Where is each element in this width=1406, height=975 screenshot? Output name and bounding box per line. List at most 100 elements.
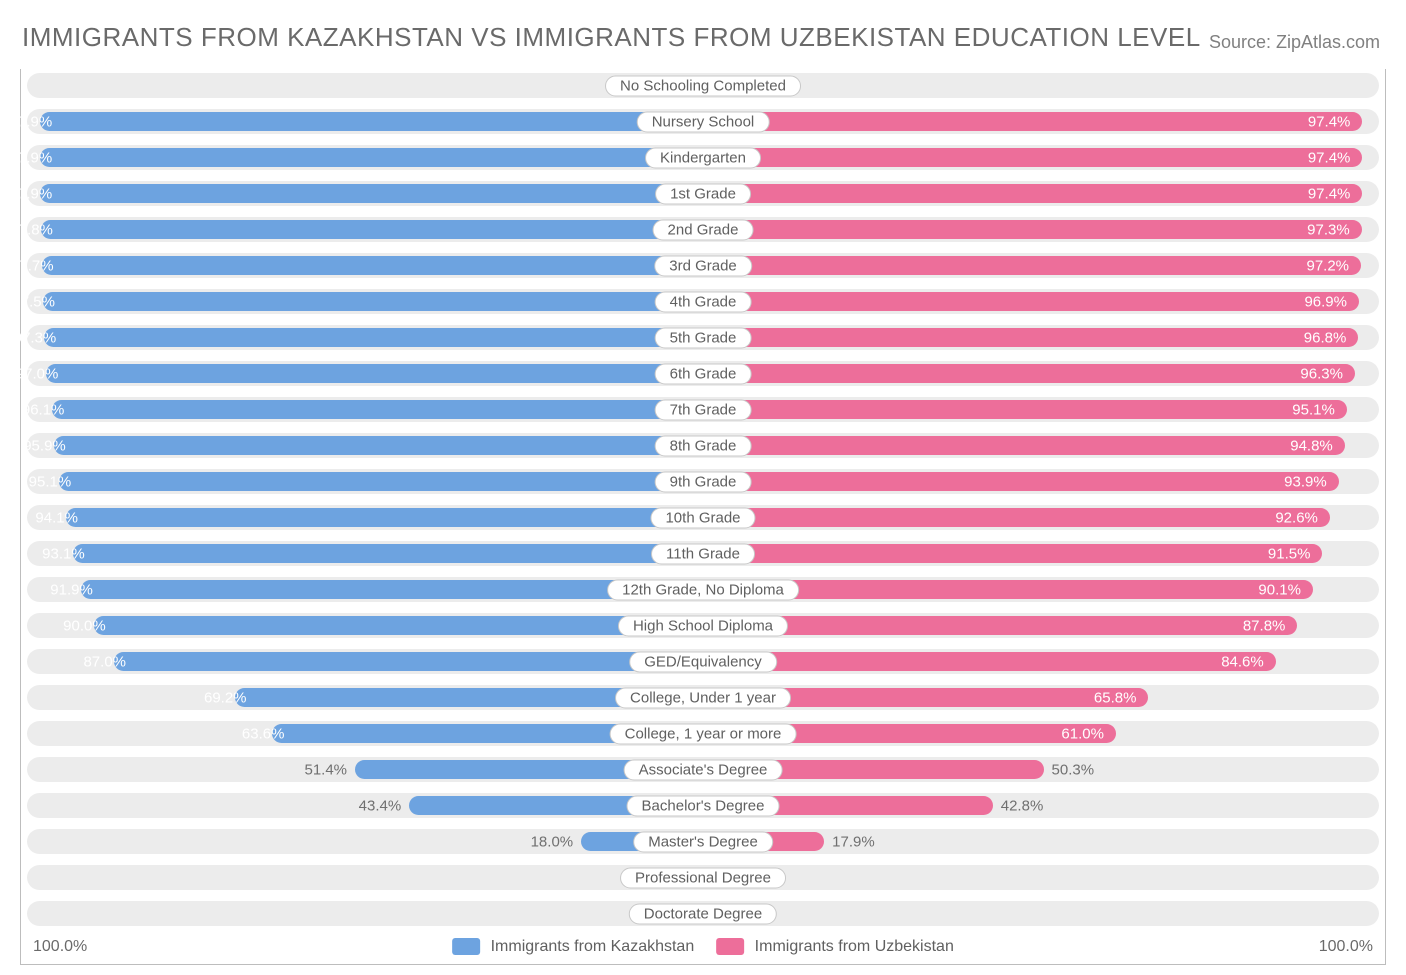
category-label: 9th Grade [655,471,752,492]
bar-left [42,256,703,275]
value-left: 69.2% [204,689,247,706]
category-label: 2nd Grade [653,219,754,240]
value-right: 96.9% [1304,293,1347,310]
bar-right [703,544,1322,563]
chart-title: IMMIGRANTS FROM KAZAKHSTAN VS IMMIGRANTS… [22,22,1201,53]
data-row: 97.9%97.4%Nursery School [21,105,1385,138]
category-label: GED/Equivalency [629,651,777,672]
data-row: 51.4% 50.3% Associate's Degree [21,753,1385,786]
data-row: 2.1%2.6%No Schooling Completed [21,69,1385,102]
bar-right [703,220,1362,239]
value-right: 97.4% [1308,149,1351,166]
value-right: 97.2% [1306,257,1349,274]
source-attribution: Source: ZipAtlas.com [1209,32,1380,53]
data-row: 95.1% 93.9% 9th Grade [21,465,1385,498]
value-left: 97.3% [14,329,57,346]
value-left: 97.8% [10,221,53,238]
value-right: 87.8% [1243,617,1286,634]
category-label: 6th Grade [655,363,752,384]
bar-left [94,616,703,635]
chart-area: 2.1%2.6%No Schooling Completed97.9%97.4%… [20,69,1386,965]
category-label: 5th Grade [655,327,752,348]
category-label: College, 1 year or more [610,723,797,744]
bar-right [703,148,1362,167]
category-label: College, Under 1 year [615,687,791,708]
category-label: 4th Grade [655,291,752,312]
legend: Immigrants from Kazakhstan Immigrants fr… [452,938,954,956]
category-label: 7th Grade [655,399,752,420]
axis-max-right: 100.0% [1319,938,1373,956]
data-row: 97.7%97.2%3rd Grade [21,249,1385,282]
bar-left [43,292,703,311]
category-label: Doctorate Degree [629,903,777,924]
data-row: 90.0% 87.8% High School Diploma [21,609,1385,642]
data-row: 93.1% 91.5% 11th Grade [21,537,1385,570]
bar-left [41,220,703,239]
category-label: High School Diploma [618,615,788,636]
axis-max-left: 100.0% [33,938,87,956]
category-label: 11th Grade [651,543,755,564]
value-left: 87.0% [83,653,126,670]
data-row: 2.3%2.0%Doctorate Degree [21,897,1385,930]
value-right: 91.5% [1268,545,1311,562]
category-label: Master's Degree [633,831,773,852]
bar-right [703,652,1276,671]
value-left: 97.7% [11,257,54,274]
value-right: 50.3% [1052,761,1095,778]
data-row: 69.2%65.8%College, Under 1 year [21,681,1385,714]
value-left: 43.4% [359,797,402,814]
data-row: 95.9%94.8%8th Grade [21,429,1385,462]
value-left: 97.9% [10,185,53,202]
value-left: 51.4% [304,761,347,778]
data-row: 97.9%97.4%Kindergarten [21,141,1385,174]
value-right: 61.0% [1061,725,1104,742]
bar-right [703,400,1347,419]
legend-swatch-left [452,938,480,955]
data-row: 97.8%97.3%2nd Grade [21,213,1385,246]
data-row: 97.3%96.8%5th Grade [21,321,1385,354]
data-row: 97.0%96.3%6th Grade [21,357,1385,390]
bar-left [59,472,703,491]
category-label: Nursery School [637,111,770,132]
value-right: 95.1% [1292,401,1335,418]
value-right: 93.9% [1284,473,1327,490]
data-row: 5.5%5.2%Professional Degree [21,861,1385,894]
bar-left [73,544,703,563]
category-label: Bachelor's Degree [627,795,780,816]
bar-left [54,436,703,455]
value-right: 97.3% [1307,221,1350,238]
value-right: 17.9% [832,833,875,850]
bar-right [703,508,1330,527]
bar-left [46,364,703,383]
value-left: 94.1% [35,509,78,526]
bar-left [44,328,703,347]
legend-swatch-right [716,938,744,955]
category-label: 8th Grade [655,435,752,456]
legend-left: Immigrants from Kazakhstan [452,938,694,956]
value-right: 84.6% [1221,653,1264,670]
value-left: 97.0% [16,365,59,382]
value-left: 63.6% [242,725,285,742]
bar-left [40,184,703,203]
bar-left [114,652,703,671]
bar-right [703,256,1361,275]
data-row: 96.1%95.1%7th Grade [21,393,1385,426]
value-left: 95.1% [29,473,72,490]
bar-right [703,616,1297,635]
data-row: 63.6% 61.0% College, 1 year or more [21,717,1385,750]
value-left: 18.0% [531,833,574,850]
data-row: 94.1%92.6%10th Grade [21,501,1385,534]
value-right: 96.3% [1300,365,1343,382]
bar-left [66,508,703,527]
value-right: 97.4% [1308,185,1351,202]
category-label: No Schooling Completed [605,75,801,96]
value-right: 92.6% [1275,509,1318,526]
bar-right [703,112,1362,131]
category-label: Professional Degree [620,867,786,888]
bar-right [703,472,1339,491]
bar-right [703,436,1345,455]
category-label: Associate's Degree [624,759,783,780]
value-right: 90.1% [1258,581,1301,598]
value-left: 90.0% [63,617,106,634]
value-left: 93.1% [42,545,85,562]
